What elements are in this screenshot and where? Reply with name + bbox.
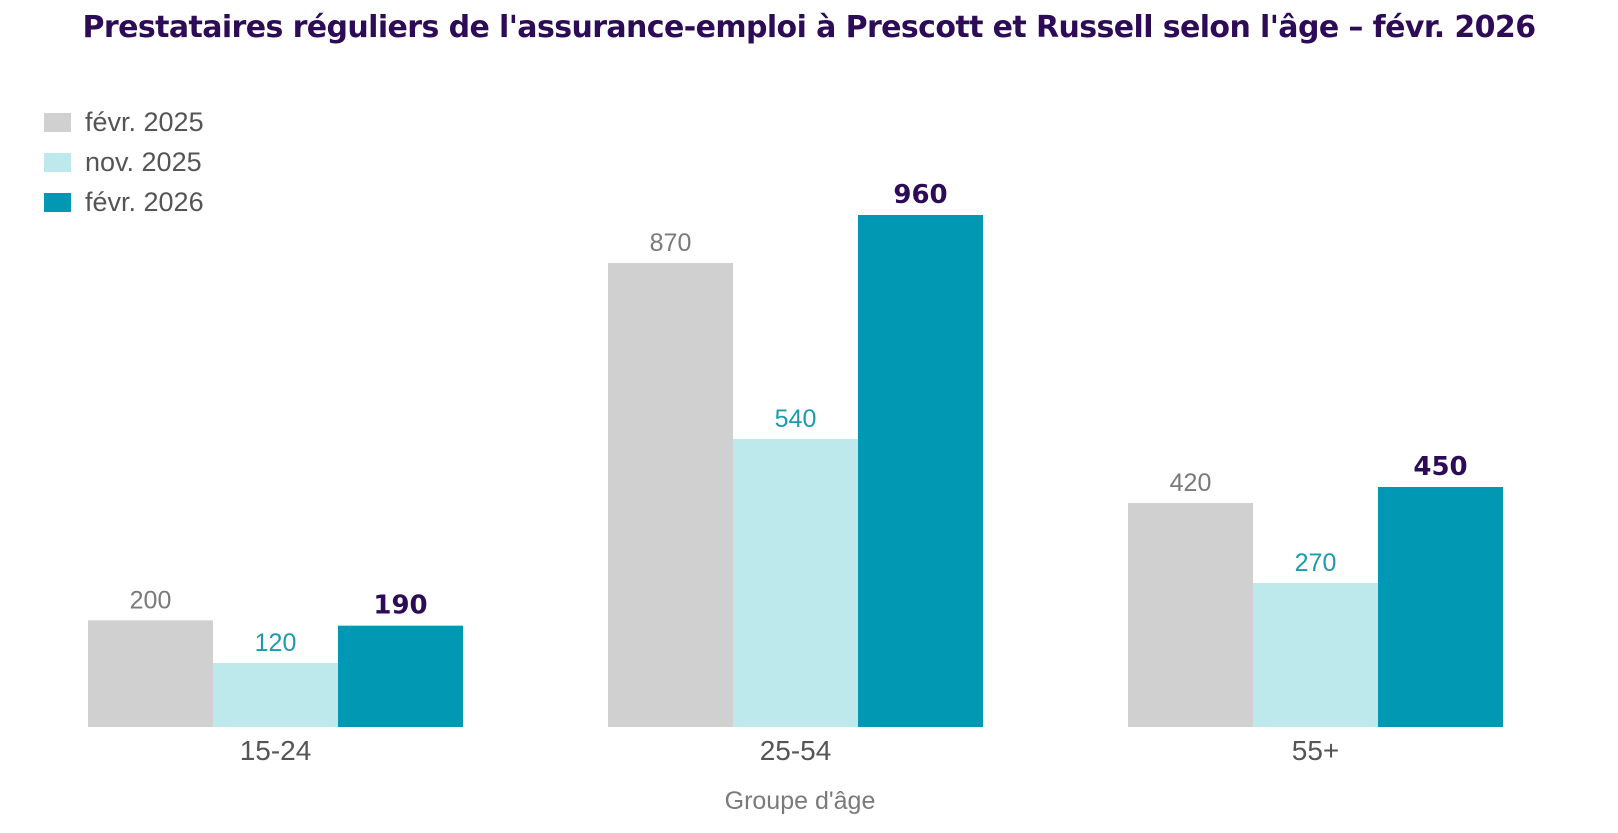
- bar-15-24-nov-2025: [213, 663, 338, 727]
- bar-55-f-vr-2026: [1378, 487, 1503, 727]
- x-tick-label-25-54: 25-54: [760, 735, 832, 766]
- data-label-25-54-nov-2025: 540: [775, 405, 817, 433]
- chart-title: Prestataires réguliers de l'assurance-em…: [82, 10, 1537, 45]
- bar-15-24-f-vr-2026: [338, 625, 463, 727]
- data-label-25-54-f-vr-2025: 870: [650, 229, 692, 257]
- data-label-15-24-nov-2025: 120: [255, 629, 297, 657]
- data-label-55-f-vr-2026: 450: [1413, 452, 1467, 482]
- legend-label-feb-2026: févr. 2026: [85, 186, 204, 217]
- data-label-15-24-f-vr-2025: 200: [130, 586, 172, 614]
- bar-15-24-f-vr-2025: [88, 620, 213, 727]
- data-label-55-nov-2025: 270: [1295, 549, 1337, 577]
- legend-item-feb-2025: févr. 2025: [44, 102, 204, 142]
- data-label-15-24-f-vr-2026: 190: [373, 591, 427, 621]
- data-label-25-54-f-vr-2026: 960: [893, 180, 947, 210]
- bar-55-nov-2025: [1253, 583, 1378, 727]
- legend-swatch-feb-2026: [44, 192, 71, 212]
- legend-item-nov-2025: nov. 2025: [44, 142, 204, 182]
- data-label-55-f-vr-2025: 420: [1170, 469, 1212, 497]
- legend-swatch-feb-2025: [44, 112, 71, 132]
- bar-25-54-f-vr-2026: [858, 215, 983, 727]
- legend-label-nov-2025: nov. 2025: [85, 146, 202, 177]
- legend: févr. 2025 nov. 2025 févr. 2026: [44, 102, 204, 222]
- legend-item-feb-2026: févr. 2026: [44, 182, 204, 222]
- legend-label-feb-2025: févr. 2025: [85, 106, 204, 137]
- bar-25-54-f-vr-2025: [608, 263, 733, 727]
- x-tick-label-55: 55+: [1292, 735, 1340, 766]
- bar-25-54-nov-2025: [733, 439, 858, 727]
- bar-55-f-vr-2025: [1128, 503, 1253, 727]
- legend-swatch-nov-2025: [44, 152, 71, 172]
- x-axis-title: Groupe d'âge: [724, 787, 876, 815]
- x-tick-label-15-24: 15-24: [240, 735, 312, 766]
